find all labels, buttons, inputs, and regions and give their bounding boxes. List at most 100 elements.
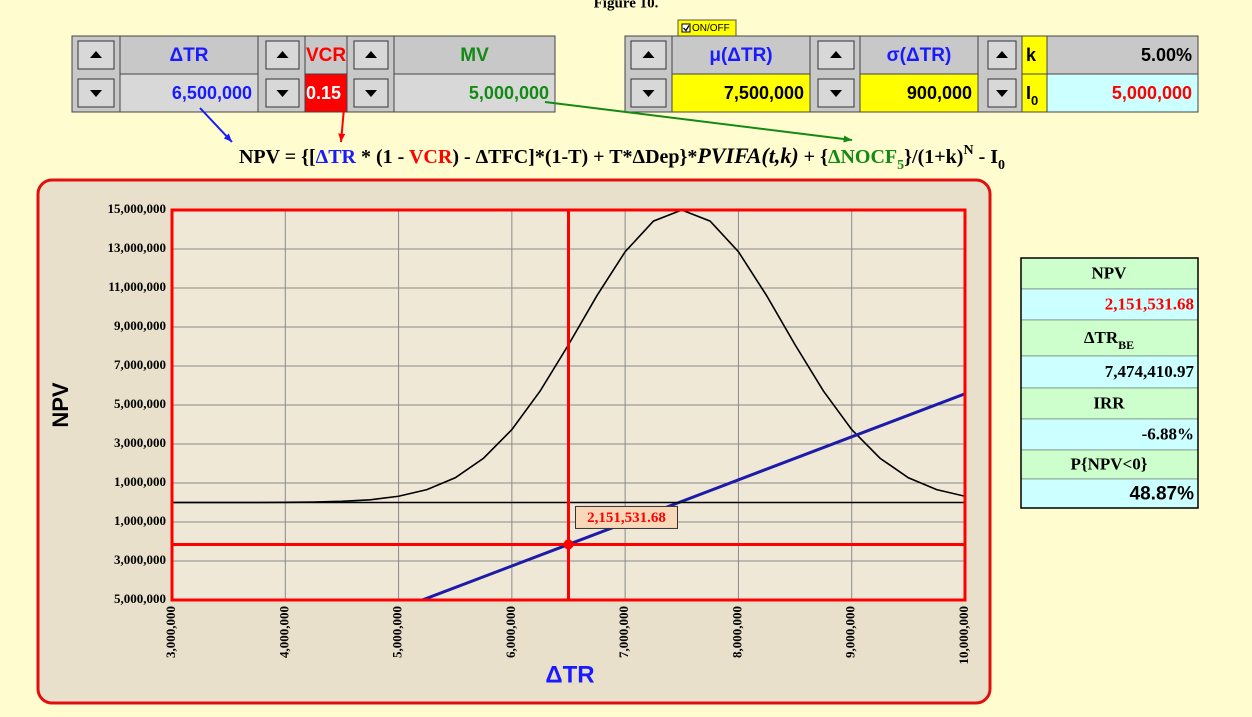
result-label: P{NPV<0} <box>1071 454 1148 473</box>
result-label-cell <box>1020 319 1199 357</box>
y-tick-label: 9,000,000 <box>114 318 166 333</box>
arrow-head <box>843 135 852 143</box>
input-label-sub: 0 <box>1031 93 1038 108</box>
input-label: ΔTR <box>170 45 209 66</box>
input-label-cell <box>1021 35 1048 75</box>
input-value[interactable]: 5.00% <box>1141 45 1192 65</box>
input-cell[interactable] <box>393 73 556 113</box>
result-value-cell <box>1020 418 1199 451</box>
result-label-sub: BE <box>1118 338 1134 352</box>
input-value[interactable]: 5,000,000 <box>1112 83 1192 103</box>
input-label-text: ΔTR <box>170 45 209 66</box>
x-tick-label: 10,000,000 <box>956 606 971 665</box>
input-label-text: k <box>1026 45 1037 65</box>
input-value[interactable]: 6,500,000 <box>172 83 252 103</box>
result-label-text: NPV <box>1092 263 1128 282</box>
check <box>683 25 690 32</box>
input-cell[interactable] <box>119 73 259 113</box>
spin-arrow <box>365 90 377 97</box>
input-label-text: VCR <box>306 45 346 66</box>
checkbox[interactable] <box>681 23 691 33</box>
result-value: 2,151,531.68 <box>1105 294 1194 313</box>
formula-part: 0 <box>998 158 1005 173</box>
input-value[interactable]: 0.15 <box>306 83 341 103</box>
result-label-text: P{NPV<0} <box>1071 454 1148 473</box>
x-tick-label: 4,000,000 <box>276 606 291 658</box>
spin-arrow <box>996 90 1008 97</box>
toggle-label[interactable]: ON/OFF <box>692 23 730 34</box>
marker-point <box>563 539 574 550</box>
spin-arrow <box>642 51 655 58</box>
input-label: k <box>1026 45 1037 65</box>
formula-part: ΔNOCF <box>828 146 897 168</box>
input-label: I0 <box>1026 83 1038 108</box>
result-value: 7,474,410.97 <box>1105 362 1195 381</box>
y-axis-title: NPV <box>48 382 73 428</box>
spin-arrow <box>276 51 289 58</box>
y-tick-label: 1,000,000 <box>114 513 166 528</box>
input-label-text: I <box>1026 83 1031 103</box>
input-value[interactable]: 900,000 <box>907 83 972 103</box>
formula-part: N <box>963 143 973 158</box>
y-tick-label: 7,000,000 <box>114 357 166 372</box>
x-axis-title: ΔTR <box>545 661 594 688</box>
x-tick-label: 3,000,000 <box>163 606 178 658</box>
formula-part: + { <box>799 146 828 168</box>
input-label: MV <box>460 45 489 66</box>
result-value: -6.88% <box>1142 424 1194 443</box>
x-tick-label: 9,000,000 <box>843 606 858 658</box>
results-frame <box>1020 257 1199 509</box>
y-tick-label: 5,000,000 <box>114 591 166 606</box>
formula-part: VCR <box>409 146 453 168</box>
spin-arrow <box>90 51 102 58</box>
result-label: IRR <box>1093 393 1125 412</box>
spin-arrow <box>365 51 377 58</box>
arrow <box>544 101 853 141</box>
input-label-cell <box>119 35 259 75</box>
marker-label: 2,151,531.68 <box>587 510 666 526</box>
y-tick-label: 3,000,000 <box>114 435 166 450</box>
input-cell[interactable] <box>859 73 979 113</box>
spin-arrow <box>276 90 289 97</box>
x-tick-label: 5,000,000 <box>390 606 405 658</box>
formula-part: ΔTR <box>316 146 357 168</box>
input-label-cell <box>671 35 811 75</box>
y-tick-label: 5,000,000 <box>114 396 166 411</box>
input-label-cell <box>1021 73 1048 113</box>
spin-arrow <box>996 51 1008 58</box>
result-label-cell <box>1020 257 1199 290</box>
formula-part: ) - ΔTFC]*(1-T) + T*ΔDep}* <box>452 146 697 168</box>
result-value: 48.87% <box>1130 484 1195 505</box>
formula-part: 5 <box>897 158 904 173</box>
input-value[interactable]: 7,500,000 <box>724 83 804 103</box>
formula-part: - I <box>974 146 999 168</box>
spin-arrow <box>830 51 842 58</box>
y-tick-label: 1,000,000 <box>114 474 166 489</box>
y-tick-label: 11,000,000 <box>108 279 166 294</box>
input-label: σ(ΔTR) <box>887 45 952 66</box>
marker-label-box <box>575 505 678 529</box>
input-label-text: μ(ΔTR) <box>709 45 772 66</box>
formula-part: PVIFA(t,k) <box>696 143 798 168</box>
y-tick-label: 13,000,000 <box>108 240 167 255</box>
spin-arrow <box>90 90 102 97</box>
result-label-text: ΔTR <box>1084 328 1119 347</box>
input-cell[interactable] <box>1046 35 1199 75</box>
result-label-text: IRR <box>1093 393 1125 412</box>
y-tick-label: 3,000,000 <box>114 552 166 567</box>
x-tick-label: 7,000,000 <box>616 606 631 658</box>
input-cell[interactable] <box>304 73 348 113</box>
formula-part: * (1 - <box>356 146 409 168</box>
x-tick-label: 8,000,000 <box>729 606 744 658</box>
input-label-cell <box>393 35 556 75</box>
input-cell[interactable] <box>1046 73 1199 113</box>
spin-arrow <box>642 90 655 97</box>
input-value[interactable]: 5,000,000 <box>469 83 549 103</box>
result-label: ΔTRBE <box>1084 328 1134 352</box>
figure-title: Figure 10. <box>594 0 659 11</box>
arrow-head <box>223 133 232 142</box>
input-label: VCR <box>306 45 346 66</box>
input-cell[interactable] <box>671 73 811 113</box>
input-label-cell <box>304 35 348 75</box>
